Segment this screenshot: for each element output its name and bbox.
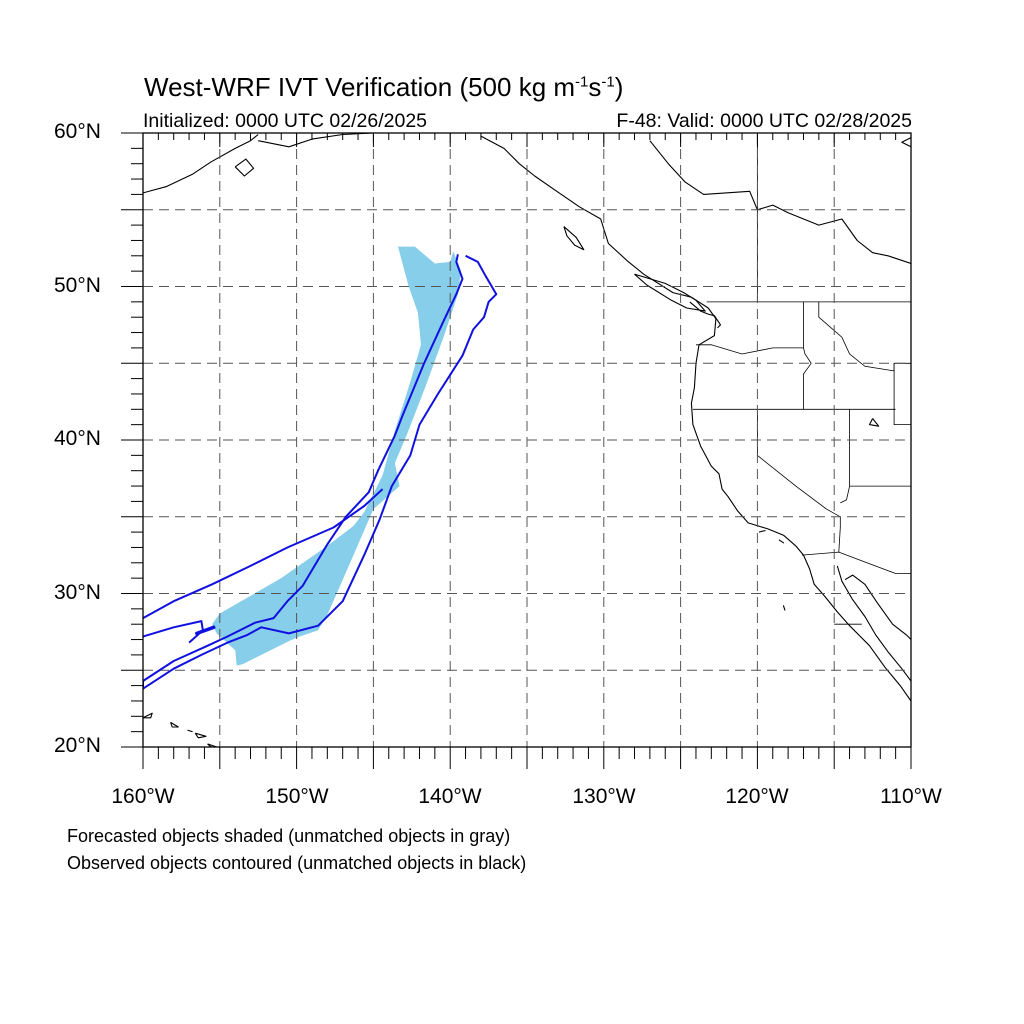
boundary-line-4	[803, 301, 812, 410]
coastline-11	[143, 712, 153, 719]
lat-label-20n: 20°N	[54, 734, 101, 757]
coastline-15	[207, 743, 219, 747]
lat-label-50n: 50°N	[54, 274, 101, 297]
coastline-3	[836, 565, 911, 682]
coastline-17	[758, 530, 766, 533]
coastline-18	[868, 418, 880, 427]
boundary-line-3	[696, 344, 804, 355]
boundary-line-7	[893, 363, 911, 426]
forecast-ivt-object	[212, 246, 461, 666]
lon-label-110w: 110°W	[880, 785, 942, 808]
coastline-19	[782, 605, 786, 611]
coastline-0	[649, 140, 911, 265]
init-time-label: Initialized: 0000 UTC 02/26/2025	[143, 110, 428, 132]
lat-label-30n: 30°N	[54, 581, 101, 604]
lon-label-120w: 120°W	[725, 785, 789, 808]
footer-forecast-note: Forecasted objects shaded (unmatched obj…	[67, 826, 511, 846]
coastline-8	[563, 226, 585, 251]
lat-label-40n: 40°N	[54, 427, 101, 450]
coastline-16	[778, 539, 785, 544]
title-text: West-WRF IVT Verification (500 kg m	[144, 72, 576, 102]
title-unit-s: s	[588, 72, 602, 102]
coastline-10	[901, 137, 911, 148]
title-exponent-1: -1	[575, 73, 589, 91]
coastline-7	[234, 158, 255, 177]
lat-label-60n: 60°N	[54, 120, 101, 143]
lon-label-130w: 130°W	[572, 785, 636, 808]
boundary-line-9	[840, 409, 850, 504]
coastline-14	[194, 732, 207, 739]
observed-ivt-contour	[143, 254, 498, 690]
valid-time-label: F-48: Valid: 0000 UTC 02/28/2025	[616, 110, 912, 132]
lon-label-140w: 140°W	[418, 785, 482, 808]
observed-ivt-contour-fragment	[195, 625, 216, 636]
coastline-6	[143, 134, 259, 194]
lon-label-160w: 160°W	[111, 785, 175, 808]
boundary-line-11	[801, 551, 911, 574]
title-close: )	[614, 72, 624, 102]
observed-ivt-contour-outer	[143, 488, 384, 619]
plot-frame	[142, 132, 912, 748]
coastline-12	[170, 721, 179, 728]
lon-label-150w: 150°W	[265, 785, 329, 808]
coastline-4	[844, 574, 911, 640]
coastline-2	[480, 135, 911, 702]
map-title: West-WRF IVT Verification (500 kg m-1s-1…	[144, 72, 623, 103]
coastline-13	[187, 729, 193, 733]
title-exponent-2: -1	[601, 73, 615, 91]
footer-observed-note: Observed objects contoured (unmatched ob…	[67, 853, 527, 873]
